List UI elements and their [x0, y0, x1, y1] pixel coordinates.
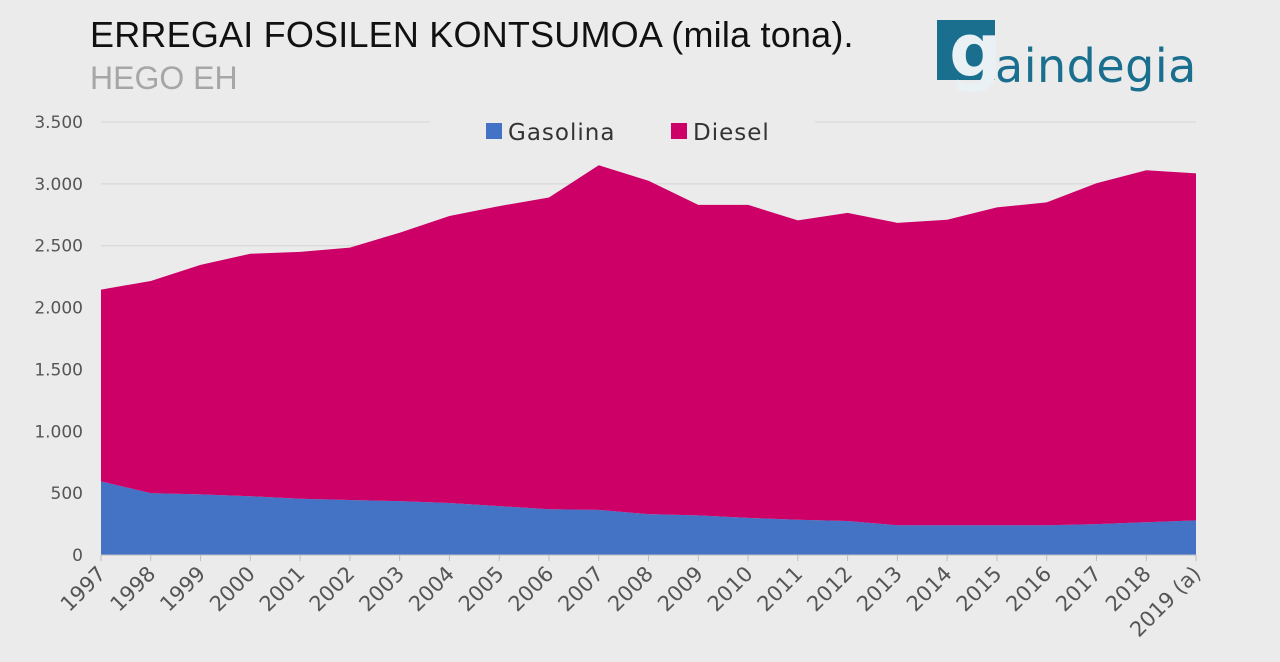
- y-tick-label: 2.500: [34, 237, 83, 257]
- series-area-diesel: [101, 165, 1196, 526]
- x-tick-label: 2013: [852, 562, 907, 617]
- x-tick-label: 2017: [1051, 562, 1106, 617]
- x-tick-label: 2012: [802, 562, 857, 617]
- x-tick-label: 2007: [553, 562, 608, 617]
- logo-letter: g: [949, 8, 1002, 94]
- y-tick-label: 3.000: [34, 175, 83, 195]
- chart-title: ERREGAI FOSILEN KONTSUMOA (mila tona).: [90, 14, 854, 55]
- x-tick-label: 2005: [454, 562, 509, 617]
- y-tick-label: 1.000: [34, 422, 83, 442]
- y-tick-label: 1.500: [34, 360, 83, 380]
- series-area-gasolina: [101, 481, 1196, 555]
- legend-label-diesel: Diesel: [693, 120, 770, 146]
- logo-box: [937, 20, 995, 80]
- x-tick-label: 2009: [653, 562, 708, 617]
- x-tick-label: 1998: [106, 562, 161, 617]
- x-tick-label: 1999: [155, 562, 210, 617]
- x-tick-label: 2010: [703, 562, 758, 617]
- y-tick-label: 3.500: [34, 113, 83, 133]
- x-tick-label: 2002: [305, 562, 360, 617]
- x-tick-label: 2008: [603, 562, 658, 617]
- x-tick-label: 2016: [1001, 562, 1056, 617]
- chart-subtitle: HEGO EH: [90, 60, 238, 96]
- y-tick-label: 2.000: [34, 299, 83, 319]
- x-tick-label: 2004: [404, 562, 459, 617]
- x-tick-label: 2003: [354, 562, 409, 617]
- x-tick-label: 2011: [753, 562, 808, 617]
- legend-swatch-gasolina: [486, 123, 502, 139]
- y-tick-label: 0: [72, 546, 83, 566]
- gaindegia-logo: g aindegia: [935, 14, 1205, 94]
- x-tick-label: 2015: [952, 562, 1007, 617]
- x-tick-label: 2000: [205, 562, 260, 617]
- x-tick-label: 1997: [56, 562, 111, 617]
- x-tick-label: 2001: [255, 562, 310, 617]
- x-tick-label: 2014: [902, 562, 957, 617]
- legend-label-gasolina: Gasolina: [508, 120, 615, 146]
- y-tick-label: 500: [51, 484, 83, 504]
- legend-swatch-diesel: [671, 123, 687, 139]
- x-tick-label: 2006: [504, 562, 559, 617]
- logo-text: aindegia: [995, 39, 1197, 93]
